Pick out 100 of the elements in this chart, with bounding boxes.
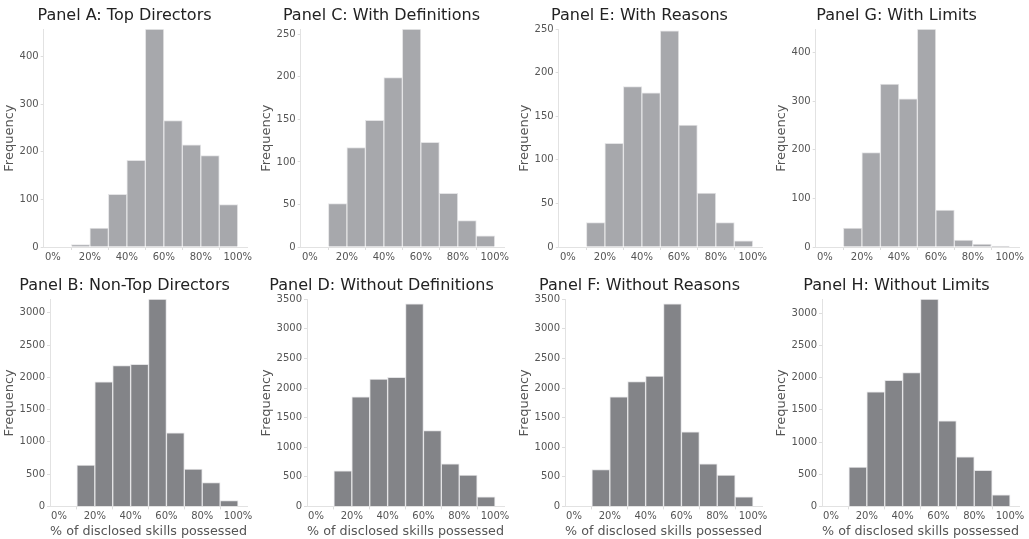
y-tick-label: 2500 <box>19 338 46 350</box>
y-tick-label: 1500 <box>19 403 46 415</box>
x-tick-label: 0% <box>51 509 67 521</box>
x-tick-label: 0% <box>822 509 839 521</box>
y-tick-label: 200 <box>19 145 39 157</box>
x-tick-label: 20% <box>598 509 621 521</box>
y-tick-label: 200 <box>791 143 811 155</box>
y-tick-label: 2500 <box>534 351 560 363</box>
x-tick-label: 80% <box>446 250 470 262</box>
x-tick-label: 60% <box>669 509 693 521</box>
y-tick-label: 1500 <box>791 403 817 415</box>
x-tick-label: 20% <box>83 509 106 521</box>
x-tick-label: 60% <box>409 250 433 262</box>
x-tick-label: 80% <box>705 509 728 521</box>
y-tick-label: 2000 <box>19 370 46 382</box>
x-tick-label: 60% <box>155 509 178 521</box>
y-tick-label: 2000 <box>791 371 817 383</box>
chart-title: Panel G: With Limits <box>815 4 977 24</box>
x-tick-label: 40% <box>634 509 657 521</box>
x-tick-label: 60% <box>927 509 950 521</box>
x-tick-label: 40% <box>115 250 138 262</box>
x-tick-label: 20% <box>855 509 878 521</box>
y-tick-label: 0 <box>553 499 560 511</box>
y-tick-label: 300 <box>791 94 811 106</box>
y-tick-label: 3000 <box>791 306 817 318</box>
x-tick-label: 80% <box>191 509 214 521</box>
chart-title: Panel B: Non-Top Directors <box>19 274 230 294</box>
y-tick-label: 400 <box>791 46 811 58</box>
y-tick-label: 250 <box>534 22 554 34</box>
x-tick-label: 0% <box>816 250 833 262</box>
y-tick-label: 50 <box>540 197 554 209</box>
x-tick-label: 60% <box>152 250 175 262</box>
y-tick-label: 0 <box>289 240 296 252</box>
chart-title: Panel H: Without Limits <box>803 274 990 294</box>
chart-title: Panel E: With Reasons <box>550 4 728 24</box>
y-tick-label: 1000 <box>791 435 817 447</box>
y-tick-label: 100 <box>534 153 554 165</box>
y-tick-label: 0 <box>810 499 817 511</box>
y-tick-label: 2000 <box>534 381 560 393</box>
y-axis-title: Frequency <box>1 368 17 437</box>
x-tick-label: 20% <box>78 250 102 262</box>
y-tick-label: 0 <box>38 499 46 511</box>
x-tick-label: 40% <box>630 250 653 262</box>
y-axis-title: Frequency <box>258 104 274 172</box>
y-tick-label: 500 <box>25 467 46 479</box>
y-tick-label: 3500 <box>534 292 560 304</box>
x-tick-label: 40% <box>119 509 142 521</box>
y-axis-title: Frequency <box>772 104 788 172</box>
x-tick-label: 20% <box>340 509 364 521</box>
y-tick-label: 1500 <box>534 411 560 423</box>
x-tick-label: 0% <box>559 250 576 262</box>
y-tick-label: 3000 <box>276 322 303 334</box>
x-tick-label: 60% <box>412 509 435 521</box>
x-tick-label: 0% <box>44 250 61 262</box>
chart-title: Panel C: With Definitions <box>283 4 481 24</box>
x-tick-label: 80% <box>962 509 986 521</box>
y-tick-label: 400 <box>19 50 39 62</box>
x-tick-label: 100% <box>995 509 1025 521</box>
y-axis-title: Frequency <box>772 368 788 437</box>
x-axis-title: % of disclosed skills possessed <box>307 522 505 538</box>
y-tick-label: 500 <box>283 470 303 482</box>
y-axis-title: Frequency <box>1 104 17 172</box>
x-tick-label: 0% <box>302 250 319 262</box>
x-axis-title: % of disclosed skills possessed <box>564 522 762 538</box>
y-tick-label: 3500 <box>276 292 303 304</box>
y-axis-title: Frequency <box>515 368 531 437</box>
y-tick-label: 2500 <box>791 339 817 351</box>
y-tick-label: 150 <box>534 109 554 121</box>
chart-title: Panel D: Without Definitions <box>269 274 494 294</box>
y-tick-label: 300 <box>19 97 39 109</box>
y-tick-label: 500 <box>540 470 560 482</box>
x-tick-label: 40% <box>891 509 914 521</box>
y-tick-label: 100 <box>276 155 296 167</box>
y-tick-label: 1000 <box>276 440 303 452</box>
y-tick-label: 1500 <box>276 411 303 423</box>
y-tick-label: 200 <box>276 70 296 82</box>
y-tick-label: 1000 <box>534 440 560 452</box>
x-tick-label: 20% <box>336 250 359 262</box>
y-tick-label: 250 <box>276 27 296 39</box>
x-tick-label: 60% <box>667 250 690 262</box>
x-tick-label: 100% <box>738 509 767 521</box>
x-tick-label: 0% <box>308 509 325 521</box>
x-tick-label: 100% <box>223 250 253 262</box>
x-axis-title: % of disclosed skills possessed <box>50 522 247 538</box>
x-tick-label: 100% <box>995 250 1024 262</box>
y-tick-label: 3000 <box>534 322 560 334</box>
y-axis-title: Frequency <box>515 104 531 172</box>
y-tick-label: 3000 <box>19 306 46 318</box>
y-tick-label: 100 <box>19 193 39 205</box>
x-tick-label: 80% <box>704 250 727 262</box>
y-tick-label: 0 <box>804 240 811 252</box>
y-tick-label: 200 <box>534 66 554 78</box>
y-tick-label: 2000 <box>276 381 303 393</box>
x-tick-label: 80% <box>961 250 984 262</box>
y-tick-label: 1000 <box>19 435 46 447</box>
y-tick-label: 150 <box>276 112 296 124</box>
x-tick-label: 100% <box>737 250 767 262</box>
x-tick-label: 60% <box>924 250 947 262</box>
chart-title: Panel F: Without Reasons <box>538 274 740 294</box>
y-tick-label: 0 <box>546 240 554 252</box>
